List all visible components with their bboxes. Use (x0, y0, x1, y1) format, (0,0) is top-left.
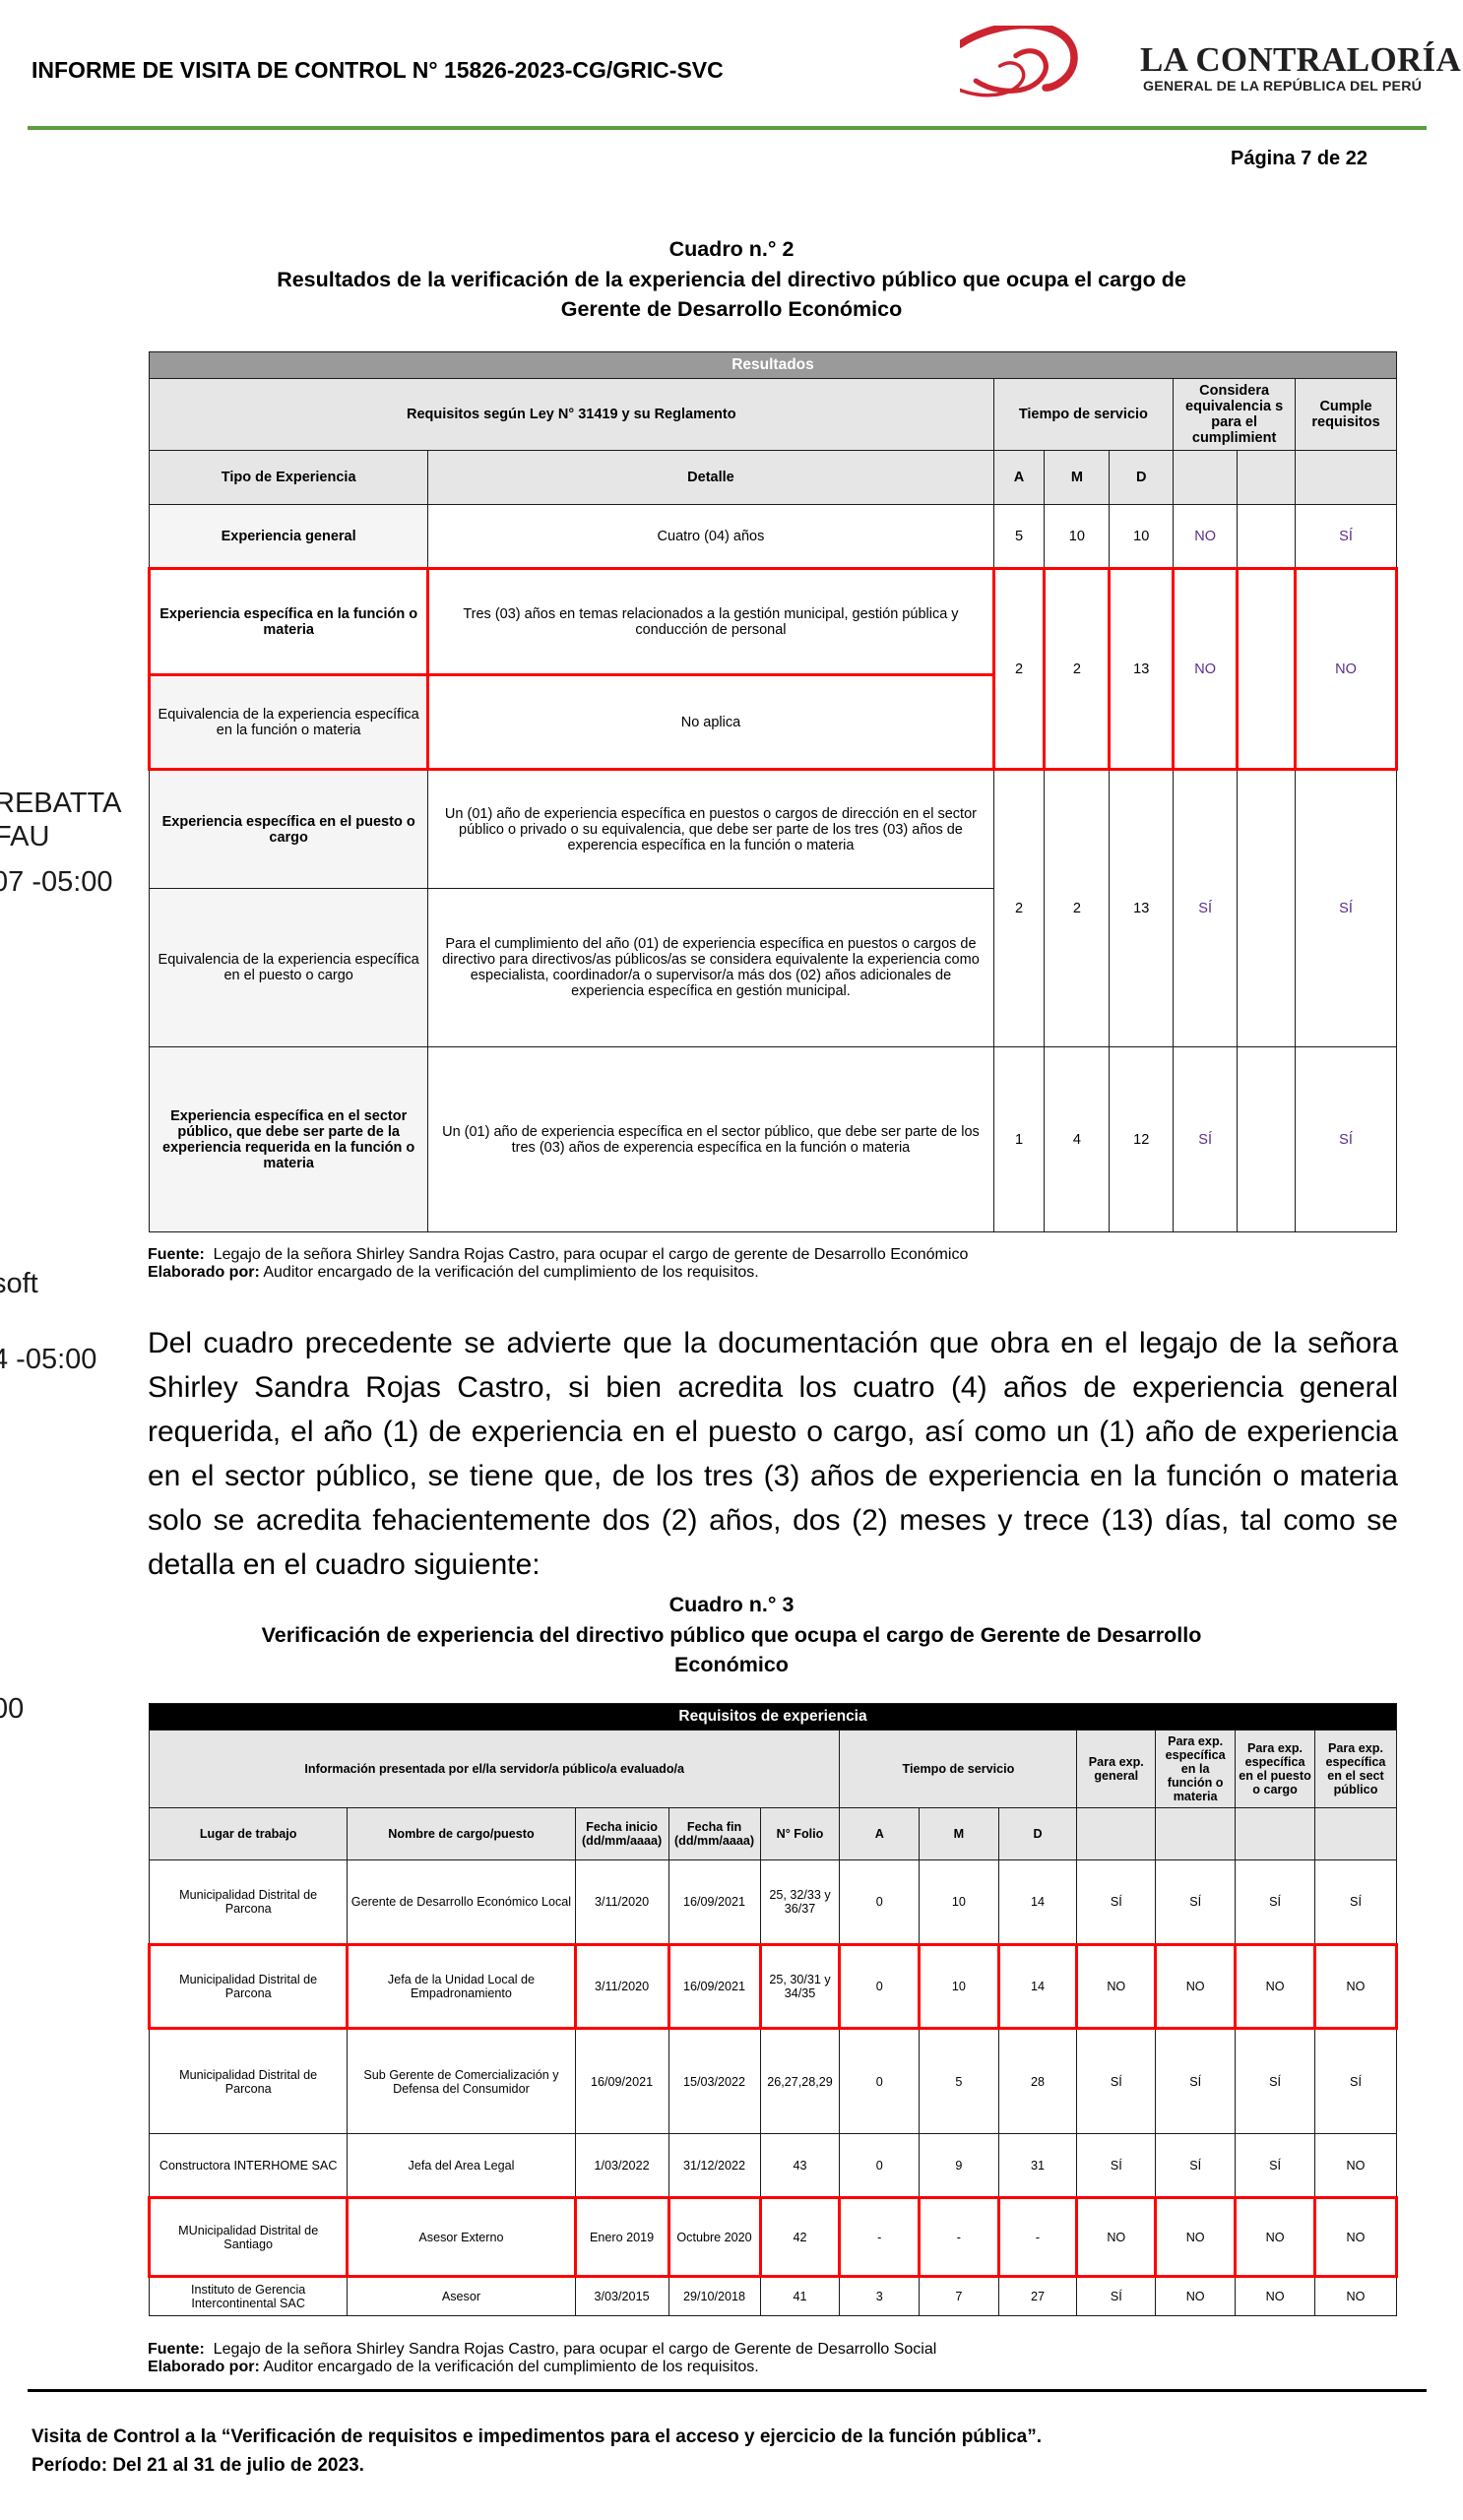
svg-text:GENERAL DE LA REPÚBLICA DEL PE: GENERAL DE LA REPÚBLICA DEL PERÚ (1143, 77, 1422, 94)
svg-text:LA CONTRALORÍA: LA CONTRALORÍA (1140, 40, 1461, 79)
